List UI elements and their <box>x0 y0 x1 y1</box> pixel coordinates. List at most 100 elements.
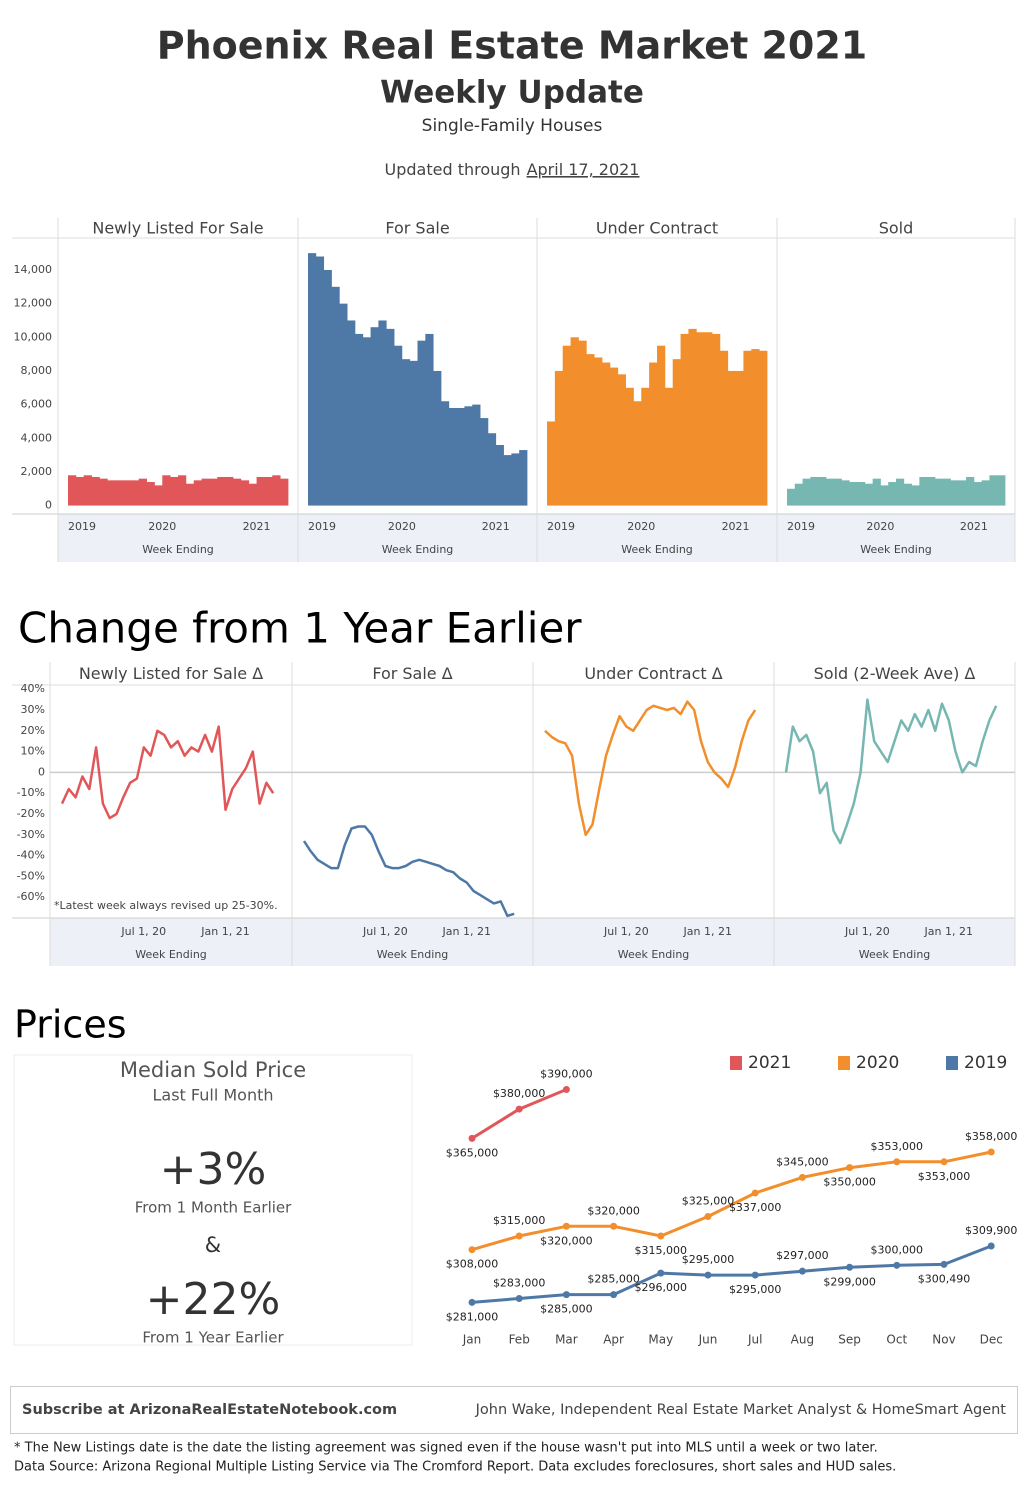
line <box>60 725 275 820</box>
bar <box>911 485 920 506</box>
bar <box>362 337 371 506</box>
bar <box>594 357 603 506</box>
point <box>987 1242 995 1250</box>
bar <box>818 476 827 506</box>
bar <box>472 404 481 506</box>
kpi-value: +3% <box>160 1144 267 1195</box>
bar <box>495 445 504 506</box>
bar <box>927 476 936 506</box>
panel-title: Newly Listed for Sale Δ <box>79 664 263 683</box>
bar <box>339 303 348 506</box>
subscribe-link[interactable]: Subscribe at ArizonaRealEstateNotebook.c… <box>22 1402 397 1418</box>
bar <box>903 483 912 506</box>
value-label: $296,000 <box>635 1281 688 1294</box>
bar <box>519 450 528 506</box>
bar <box>735 370 744 506</box>
value-label: $299,000 <box>823 1275 876 1288</box>
bar <box>370 327 379 506</box>
y-tick-label: 30% <box>21 703 45 716</box>
kpi-joiner: & <box>205 1233 221 1257</box>
value-label: $358,000 <box>965 1130 1018 1143</box>
bar <box>217 476 226 506</box>
bar <box>68 475 77 506</box>
point <box>468 1246 476 1254</box>
bar <box>864 483 874 506</box>
line <box>471 1150 992 1252</box>
updated-date[interactable]: April 17, 2021 <box>527 160 640 179</box>
x-axis-label: Week Ending <box>135 948 207 961</box>
x-tick-label: Aug <box>791 1333 814 1347</box>
panel-title: Under Contract <box>596 219 718 238</box>
kpi-caption: From 1 Year Earlier <box>142 1329 284 1347</box>
x-tick-label: Dec <box>980 1333 1003 1347</box>
point <box>893 1261 901 1269</box>
x-tick-label: Jul 1, 20 <box>603 925 649 938</box>
bar <box>934 478 944 506</box>
bar <box>394 345 403 506</box>
bar <box>480 418 489 506</box>
section-title: Prices <box>14 1003 127 1047</box>
bar <box>849 482 858 506</box>
y-tick-label: 14,000 <box>14 263 53 276</box>
page-title: Phoenix Real Estate Market 2021 <box>157 24 867 68</box>
bar <box>347 320 356 506</box>
x-tick-label: Jul 1, 20 <box>120 925 166 938</box>
value-label: $309,900 <box>965 1224 1018 1237</box>
y-tick-label: 2,000 <box>21 465 53 478</box>
x-axis-label: Week Ending <box>142 543 214 556</box>
point <box>987 1148 995 1156</box>
y-tick-label: 10% <box>21 745 45 758</box>
x-tick-label: Jan 1, 21 <box>683 925 732 938</box>
bar <box>256 476 265 506</box>
kpi-value: +22% <box>146 1274 281 1325</box>
bar <box>503 455 512 506</box>
y-tick-label: 4,000 <box>21 431 53 444</box>
bar <box>323 269 332 506</box>
bar <box>872 478 881 506</box>
y-tick-label: -30% <box>17 828 45 841</box>
y-tick-label: 12,000 <box>14 297 53 310</box>
point <box>893 1158 901 1166</box>
y-tick-label: 8,000 <box>21 364 53 377</box>
bar <box>759 350 768 506</box>
bar <box>99 478 108 506</box>
bar <box>409 360 418 506</box>
bar <box>942 478 951 506</box>
x-tick-label: 2021 <box>960 520 988 533</box>
bar <box>233 478 242 506</box>
y-tick-label: -10% <box>17 786 45 799</box>
point <box>657 1269 665 1277</box>
bar <box>433 370 442 506</box>
bar <box>201 478 210 506</box>
x-axis-label: Week Ending <box>859 948 931 961</box>
value-label: $315,000 <box>635 1244 688 1257</box>
bar <box>456 407 465 506</box>
bar <box>950 480 959 506</box>
bar <box>888 482 897 506</box>
point <box>468 1134 476 1142</box>
bar <box>825 478 835 506</box>
panel-title: For Sale <box>385 219 449 238</box>
y-tick-label: -20% <box>17 807 45 820</box>
panel-title: For Sale Δ <box>372 664 452 683</box>
bar <box>138 478 147 506</box>
bar <box>272 475 281 506</box>
bar <box>657 345 666 506</box>
bar <box>787 488 796 506</box>
point <box>846 1263 854 1271</box>
bar <box>308 253 317 506</box>
legend-label: 2020 <box>856 1053 899 1073</box>
x-tick-label: 2020 <box>866 520 894 533</box>
bar <box>919 476 928 506</box>
legend-label: 2019 <box>964 1053 1007 1073</box>
bar <box>664 387 674 506</box>
updated-prefix: Updated through <box>385 160 521 179</box>
panel-title: Under Contract Δ <box>584 664 722 683</box>
value-label: $390,000 <box>540 1068 593 1081</box>
legend-swatch <box>730 1056 742 1070</box>
bar <box>617 374 626 506</box>
value-label: $353,000 <box>871 1140 924 1153</box>
bar <box>225 476 234 506</box>
y-tick-label: -50% <box>17 869 45 882</box>
x-tick-label: 2019 <box>787 520 815 533</box>
